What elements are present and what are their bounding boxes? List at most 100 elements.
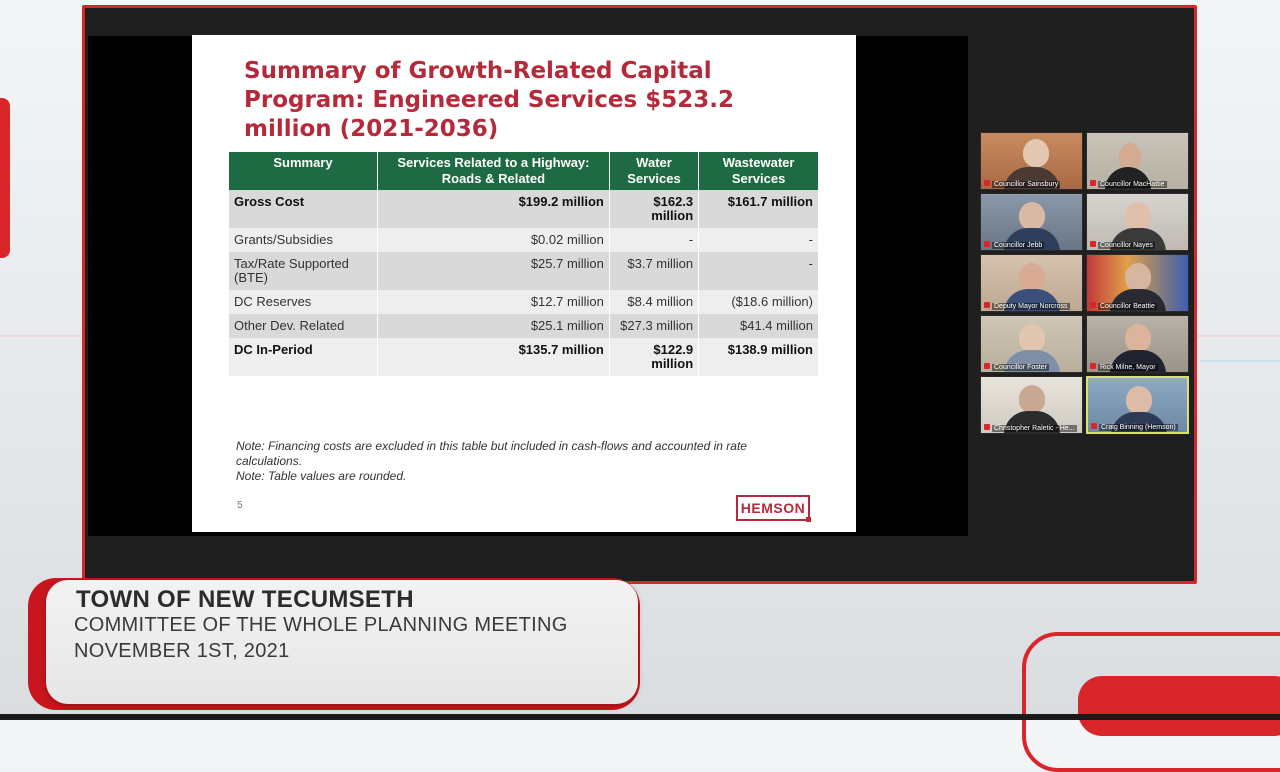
table-cell: $3.7 million [609,252,700,290]
table-cell: $0.02 million [377,228,610,252]
participant-tile[interactable]: Councillor Nayes [1086,193,1189,251]
table-cell: $199.2 million [377,190,610,228]
table-row: DC Reserves $12.7 million $8.4 million (… [229,290,819,314]
table-cell: $138.9 million [698,338,819,376]
table-row: Grants/Subsidies $0.02 million - - [229,228,819,252]
mic-muted-icon [984,241,990,247]
mic-muted-icon [984,363,990,369]
person-torso [1111,412,1167,432]
participant-name: Christopher Raletic - He... [992,425,1077,432]
table-row: Gross Cost $199.2 million $162.3 million… [229,190,819,228]
participant-name: Deputy Mayor Norcross [992,303,1070,310]
left-accent-tab [0,98,10,258]
person-torso [1004,228,1060,250]
person-head [1023,139,1049,167]
table-cell: $161.7 million [698,190,819,228]
table-row: DC In-Period $135.7 million $122.9 milli… [229,338,819,376]
mic-muted-icon [984,180,990,186]
note-rounding: Note: Table values are rounded. [236,469,407,483]
participant-tile[interactable]: Deputy Mayor Norcross [980,254,1083,312]
person-torso [1004,411,1060,433]
participant-name: Craig Binning (Hemson) [1099,424,1178,431]
table-cell: - [698,252,819,290]
table-cell: $41.4 million [698,314,819,338]
participant-tile[interactable]: Councillor Foster [980,315,1083,373]
table-header: Summary [229,152,378,190]
person-torso [1105,167,1151,189]
person-torso [1004,350,1060,372]
table-cell: $162.3 million [609,190,700,228]
slide-page-number: 5 [237,500,243,511]
person-head [1125,202,1151,230]
person-head [1125,263,1151,291]
row-label: Other Dev. Related [229,314,378,338]
participant-tile[interactable]: Councillor Sainsbury [980,132,1083,190]
table-cell: - [698,228,819,252]
bottom-bar [0,714,1280,720]
participant-tile-active-speaker[interactable]: Craig Binning (Hemson) [1086,376,1189,434]
table-header-row: Summary Services Related to a Highway: R… [229,152,819,190]
table-row: Other Dev. Related $25.1 million $27.3 m… [229,314,819,338]
mic-muted-icon [1090,363,1096,369]
person-head [1126,386,1152,414]
person-head [1019,263,1045,291]
table-cell: $25.1 million [377,314,610,338]
table-cell: $135.7 million [377,338,610,376]
person-head [1019,202,1045,230]
banner-town-name: TOWN OF NEW TECUMSETH [76,586,414,613]
participant-name: Councillor Jebb [992,242,1045,249]
table-header: Services Related to a Highway: Roads & R… [377,152,610,190]
lower-third-banner: TOWN OF NEW TECUMSETH COMMITTEE OF THE W… [46,580,638,704]
summary-table: Summary Services Related to a Highway: R… [229,152,819,376]
participant-tile[interactable]: Councillor Jebb [980,193,1083,251]
row-label: Grants/Subsidies [229,228,378,252]
person-head [1119,143,1141,171]
table-header: Water Services [609,152,700,190]
table-cell: $8.4 million [609,290,700,314]
mic-muted-icon [984,302,990,308]
logo-text: HEMSON [740,500,806,516]
corner-decoration-fill [1078,676,1280,736]
logo-dot-icon [806,517,811,522]
participant-name: Rick Milne, Mayor [1098,364,1158,371]
participant-tile[interactable]: Christopher Raletic - He... [980,376,1083,434]
participant-name: Councillor Beattie [1098,303,1157,310]
table-row: Tax/Rate Supported (BTE) $25.7 million $… [229,252,819,290]
person-torso [1004,167,1060,189]
slide-title: Summary of Growth-Related Capital Progra… [244,58,734,142]
person-head [1125,324,1151,352]
participant-name: Councillor MacHattie [1098,181,1167,188]
participant-tile[interactable]: Councillor MacHattie [1086,132,1189,190]
mic-muted-icon [1090,302,1096,308]
mic-muted-icon [1090,241,1096,247]
table-cell: $12.7 million [377,290,610,314]
person-head [1019,324,1045,352]
mic-muted-icon [984,424,990,430]
row-label: Tax/Rate Supported (BTE) [229,252,378,290]
table-cell: $122.9 million [609,338,700,376]
person-torso [1004,289,1060,311]
banner-meeting-date: NOVEMBER 1ST, 2021 [74,640,290,662]
table-cell: ($18.6 million) [698,290,819,314]
banner-meeting-name: COMMITTEE OF THE WHOLE PLANNING MEETING [74,614,568,636]
presentation-slide: Summary of Growth-Related Capital Progra… [192,35,856,532]
table-cell: $27.3 million [609,314,700,338]
hemson-logo: HEMSON [736,495,811,522]
row-label: DC Reserves [229,290,378,314]
background-band [1200,360,1280,362]
participant-tile[interactable]: Rick Milne, Mayor [1086,315,1189,373]
row-label: Gross Cost [229,190,378,228]
participant-tile[interactable]: Councillor Beattie [1086,254,1189,312]
person-torso [1110,289,1166,311]
person-torso [1110,228,1166,250]
person-head [1019,385,1045,413]
person-torso [1110,350,1166,372]
table-cell: - [609,228,700,252]
mic-muted-icon [1091,423,1097,429]
table-cell: $25.7 million [377,252,610,290]
participant-name: Councillor Foster [992,364,1049,371]
participant-name: Councillor Nayes [1098,242,1155,249]
table-header: Wastewater Services [698,152,819,190]
slide-notes: Note: Financing costs are excluded in th… [236,439,806,484]
note-financing: Note: Financing costs are excluded in th… [236,439,747,468]
